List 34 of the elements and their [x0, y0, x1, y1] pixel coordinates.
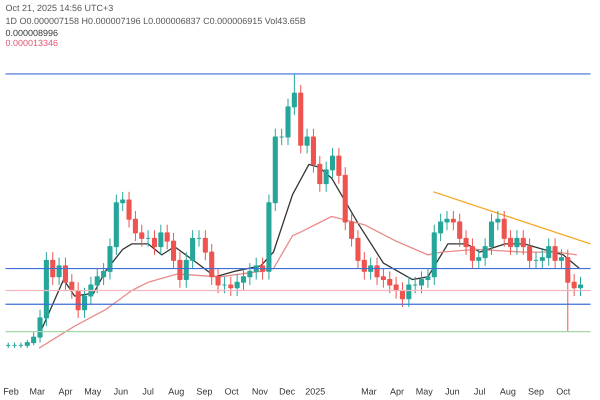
candlestick: [228, 276, 234, 296]
candlestick: [558, 248, 564, 270]
text: 0.000013346: [6, 38, 58, 48]
x-tick-label: Mar: [30, 386, 46, 396]
x-tick-label: 2025: [305, 386, 326, 396]
x-tick-label: Apr: [390, 386, 404, 396]
candlestick: [152, 230, 158, 256]
candlestick: [578, 276, 584, 296]
candlestick: [158, 224, 164, 256]
candlestick: [552, 238, 558, 270]
x-tick-label: Dec: [279, 386, 296, 396]
x-tick-label: Mar: [361, 386, 377, 396]
x-tick-label: Nov: [252, 386, 268, 396]
text: Oct 21, 2025 14:56 UTC+3: [6, 3, 114, 13]
candlestick: [514, 230, 520, 256]
x-tick-label: Aug: [168, 386, 184, 396]
x-tick-label: Jun: [445, 386, 460, 396]
candlestick: [56, 257, 62, 286]
x-tick-label: Sep: [528, 386, 544, 396]
text: 0.000008996: [6, 28, 58, 38]
candlestick: [50, 252, 56, 286]
text: 1D O0.000007158 H0.000007196 L0.000006837 C0.000006915 Vol43.65B: [6, 16, 306, 26]
candlestick: [304, 128, 310, 154]
x-tick-label: May: [84, 386, 102, 396]
x-tick-label: Feb: [3, 386, 19, 396]
x-tick-label: Jul: [474, 386, 486, 396]
x-tick-label: Oct: [556, 386, 571, 396]
x-tick-label: Oct: [224, 386, 240, 396]
x-tick-label: May: [416, 386, 434, 396]
x-tick-label: Jun: [114, 386, 128, 396]
x-tick-label: Aug: [500, 386, 516, 396]
x-tick-label: Jul: [142, 386, 154, 396]
x-tick-label: Sep: [196, 386, 212, 396]
x-tick-label: Apr: [58, 386, 72, 396]
